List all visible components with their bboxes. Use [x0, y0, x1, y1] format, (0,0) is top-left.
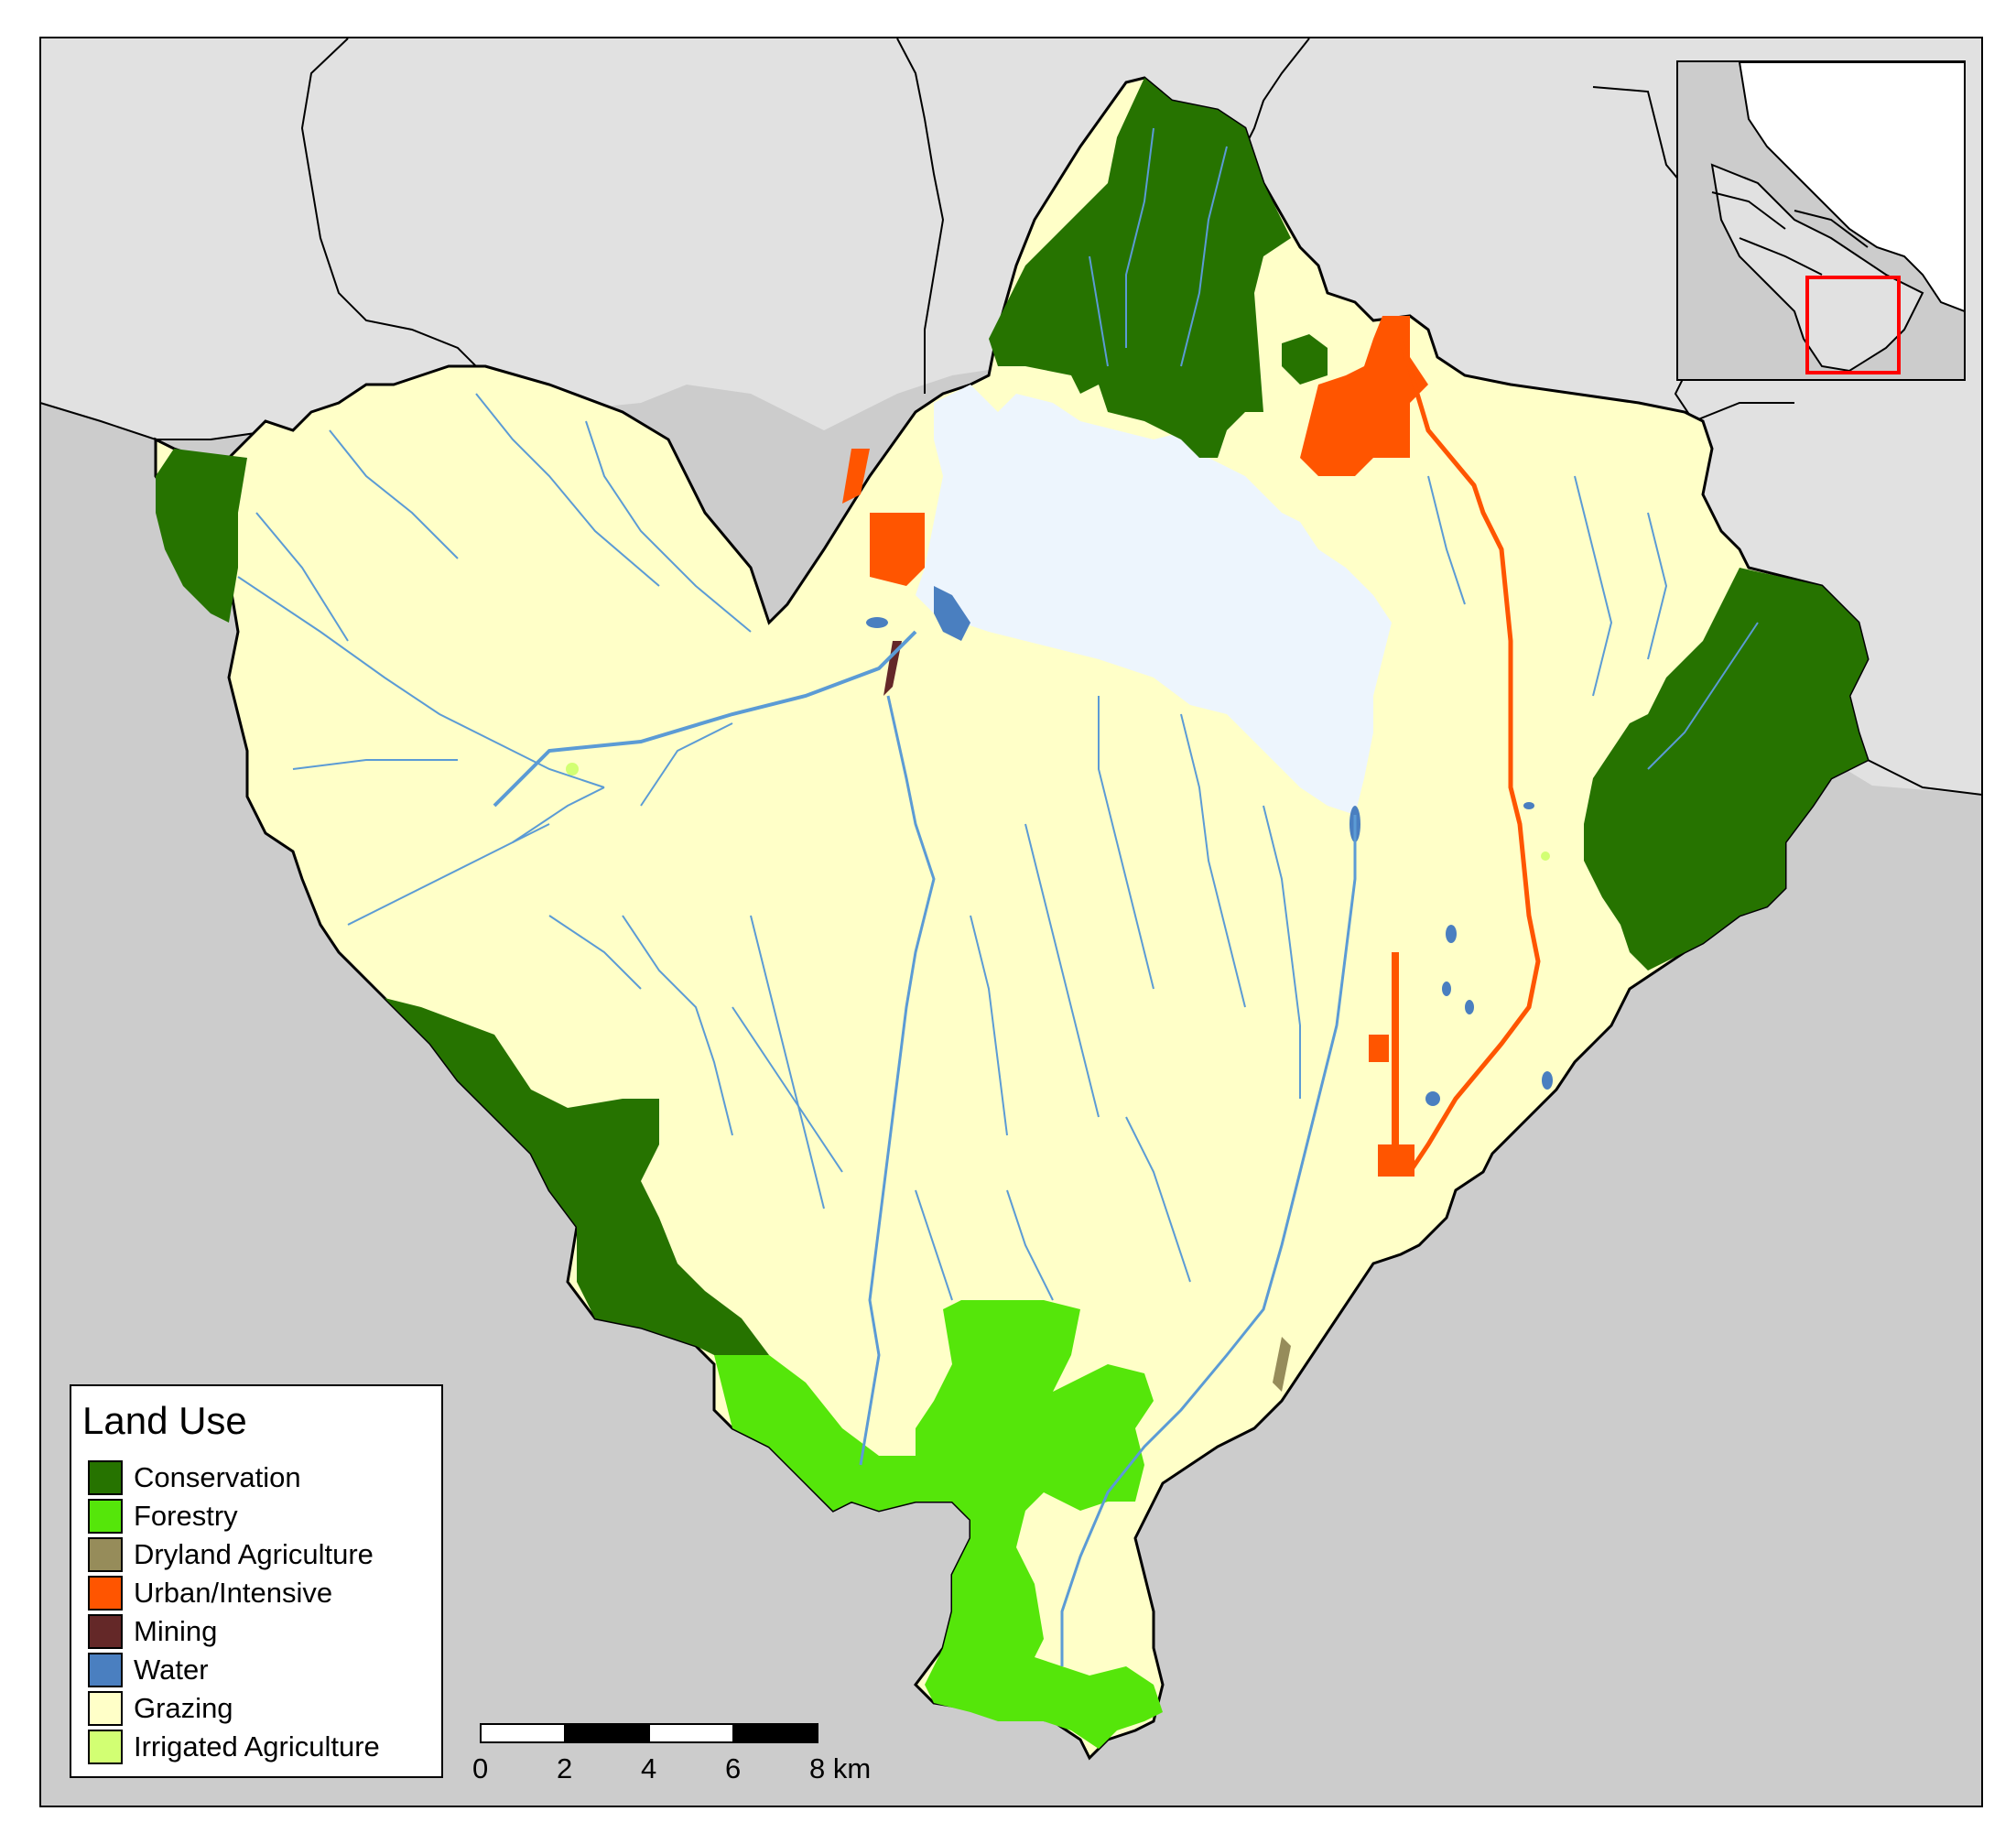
mining-area — [883, 641, 902, 696]
scale-label: 8 km — [809, 1752, 872, 1784]
legend-item: Irrigated Agriculture — [88, 1729, 380, 1765]
boundary-line — [896, 38, 945, 394]
inset-highlight-box — [1805, 276, 1901, 374]
scale-segment — [564, 1723, 650, 1743]
legend-label: Forestry — [134, 1500, 238, 1532]
boundary-line — [300, 38, 486, 376]
legend-swatch — [88, 1653, 123, 1687]
catchment-grazing — [154, 76, 1870, 1761]
inset-locator-map — [1676, 60, 1966, 381]
urban-corridor — [1398, 338, 1541, 1174]
legend-item: Water — [88, 1652, 209, 1688]
legend-item: Conservation — [88, 1459, 301, 1496]
legend-label: Urban/Intensive — [134, 1577, 333, 1609]
stream-network — [237, 127, 1759, 1666]
map-frame — [39, 37, 1983, 1807]
legend-item: Mining — [88, 1613, 217, 1650]
legend-title: Land Use — [82, 1399, 247, 1442]
scale-label: 0 — [472, 1752, 489, 1784]
scale-segment — [480, 1723, 566, 1743]
legend-item: Grazing — [88, 1690, 233, 1727]
legend-swatch — [88, 1499, 123, 1534]
scale-bar: 0 2 4 6 8 km — [472, 1723, 883, 1787]
scale-segment — [732, 1723, 818, 1743]
legend-label: Mining — [134, 1615, 218, 1647]
legend-swatch — [88, 1691, 123, 1726]
legend-swatch — [88, 1614, 123, 1649]
legend-swatch — [88, 1537, 123, 1572]
conservation-patch — [1282, 334, 1328, 385]
scale-segment — [648, 1723, 734, 1743]
legend-label: Irrigated Agriculture — [134, 1730, 380, 1762]
dryland-agriculture-area — [1273, 1337, 1291, 1392]
boundary-line — [1244, 38, 1310, 147]
irrigated-agriculture-patch — [1541, 851, 1550, 861]
irrigated-agriculture-patch — [566, 763, 579, 776]
reservoir — [916, 385, 1392, 815]
scale-label: 2 — [557, 1752, 573, 1784]
legend-swatch — [88, 1730, 123, 1764]
conservation-west — [156, 449, 247, 623]
scale-label: 4 — [641, 1752, 657, 1784]
forestry-south — [714, 1300, 1163, 1749]
legend-label: Grazing — [134, 1692, 233, 1724]
legend-swatch — [88, 1576, 123, 1611]
legend-label: Dryland Agriculture — [134, 1538, 374, 1570]
legend-item: Urban/Intensive — [88, 1575, 332, 1611]
conservation-southwest — [385, 998, 769, 1355]
legend-label: Water — [134, 1654, 209, 1686]
legend-item: Dryland Agriculture — [88, 1536, 374, 1573]
legend-label: Conservation — [134, 1461, 301, 1493]
neighbour-region — [40, 38, 1982, 795]
legend-swatch — [88, 1460, 123, 1495]
urban-areas — [842, 316, 1428, 1177]
scale-label: 6 — [725, 1752, 742, 1784]
water-bodies — [866, 586, 1553, 1106]
conservation-east — [1584, 568, 1868, 971]
legend: Land Use Conservation Forestry Dryland A… — [70, 1384, 443, 1778]
conservation-north — [989, 78, 1291, 458]
legend-item: Forestry — [88, 1498, 238, 1535]
